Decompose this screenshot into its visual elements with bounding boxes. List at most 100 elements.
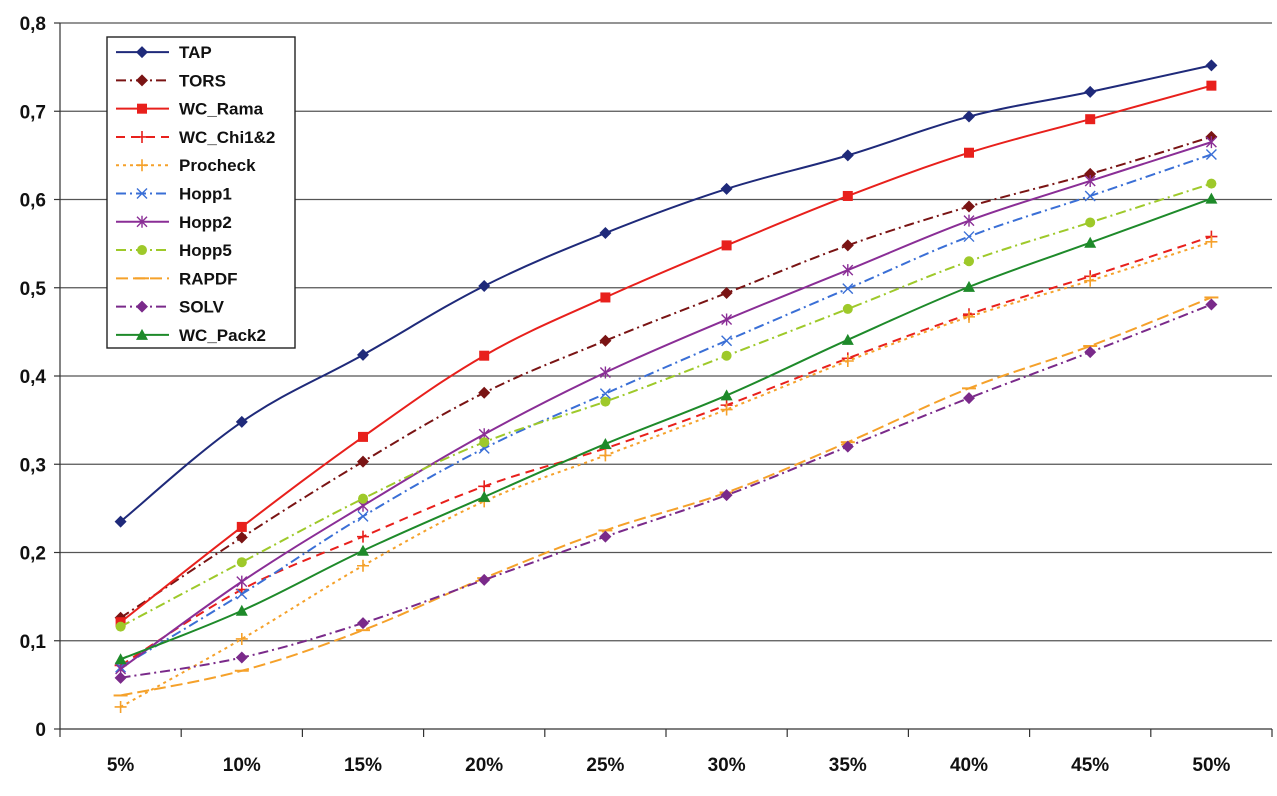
data-point-marker [720, 489, 733, 502]
data-point-marker [599, 449, 612, 462]
y-tick-label: 0,5 [20, 279, 47, 300]
data-point-marker [600, 292, 611, 303]
legend-item: RAPDF [116, 269, 238, 288]
data-point-marker [963, 110, 975, 123]
data-point-marker [479, 437, 490, 448]
data-point-marker [1084, 85, 1097, 98]
series-hopp2 [115, 136, 1217, 675]
legend-item: WC_Pack2 [116, 326, 266, 345]
data-point-marker [963, 310, 975, 323]
legend-item: SOLV [116, 298, 225, 317]
legend-label: Hopp5 [179, 241, 232, 260]
data-point-marker [1084, 167, 1097, 180]
data-point-marker [478, 279, 491, 292]
data-point-marker [963, 214, 975, 227]
series-line [120, 141, 1212, 670]
data-point-marker [236, 521, 247, 532]
series-line [120, 197, 1212, 661]
data-point-marker [1205, 192, 1218, 204]
x-tick-label: 15% [344, 755, 382, 776]
data-point-marker [841, 440, 854, 453]
data-point-marker [357, 510, 369, 522]
data-point-marker [1205, 59, 1218, 72]
data-point-marker [235, 651, 248, 664]
data-point-marker [115, 621, 126, 632]
data-point-marker [358, 431, 368, 442]
legend-label: Procheck [179, 156, 256, 175]
data-point-marker [1205, 235, 1218, 248]
y-tick-label: 0,1 [20, 632, 47, 653]
data-point-marker [720, 287, 733, 300]
data-point-marker [720, 182, 733, 195]
data-point-marker [599, 388, 611, 400]
legend-item: WC_Rama [116, 100, 264, 119]
series-line [120, 296, 1212, 697]
data-point-marker [235, 604, 248, 616]
x-tick-label: 50% [1192, 755, 1230, 776]
legend-label: TORS [179, 71, 226, 90]
legend-label: WC_Chi1&2 [179, 128, 275, 147]
y-axis-ticks: 0 0,1 0,2 0,3 0,4 0,5 0,6 0,7 0,8 [20, 14, 47, 741]
series-procheck [114, 235, 1218, 713]
data-point-marker [137, 103, 147, 114]
data-point-marker [236, 575, 248, 588]
data-point-marker [721, 313, 733, 326]
series-solv [114, 298, 1218, 684]
y-tick-label: 0,8 [20, 14, 46, 35]
data-point-marker [235, 632, 248, 645]
data-point-marker [1084, 174, 1096, 187]
data-point-marker [599, 530, 612, 543]
legend-label: Hopp1 [179, 185, 232, 204]
x-tick-label: 30% [708, 755, 746, 776]
data-point-marker [720, 389, 733, 401]
legend-item: Hopp5 [116, 241, 232, 260]
legend-label: WC_Pack2 [179, 326, 266, 345]
data-point-marker [1084, 346, 1097, 359]
data-point-marker [841, 333, 854, 345]
series-lines [113, 59, 1219, 713]
series-line [119, 64, 1212, 523]
data-point-marker [842, 283, 854, 295]
legend-label: SOLV [179, 298, 225, 317]
legend: TAP TORS WC_Rama WC_Chi1&2 Procheck Hopp1 Hopp… [106, 36, 296, 349]
data-point-marker [357, 559, 369, 572]
data-point-marker [1084, 190, 1096, 202]
legend-item: TAP [116, 43, 212, 62]
series-line [119, 84, 1212, 624]
x-tick-label: 45% [1071, 755, 1109, 776]
data-point-marker [1205, 148, 1217, 160]
data-point-marker [478, 573, 491, 586]
legend-label: WC_Rama [179, 100, 264, 119]
legend-label: TAP [179, 43, 212, 62]
data-point-marker [235, 531, 248, 544]
x-tick-label: 40% [950, 755, 988, 776]
data-point-marker [721, 240, 732, 251]
data-point-marker [479, 350, 490, 361]
data-point-marker [842, 190, 853, 201]
data-point-marker [721, 335, 733, 347]
data-point-marker [136, 300, 148, 313]
series-tap [114, 59, 1218, 528]
x-tick-label: 35% [829, 755, 867, 776]
data-point-marker [136, 159, 148, 172]
y-tick-label: 0,4 [20, 367, 47, 388]
data-point-marker [236, 557, 247, 568]
series-line [120, 303, 1212, 679]
data-point-marker [964, 256, 974, 267]
x-tick-label: 10% [223, 755, 261, 776]
data-point-marker [963, 231, 975, 243]
legend-item: Hopp1 [116, 185, 232, 204]
y-tick-label: 0,2 [20, 544, 46, 565]
data-point-marker [1205, 136, 1217, 149]
data-point-marker [136, 74, 148, 87]
data-point-marker [964, 147, 974, 158]
data-point-marker [721, 350, 732, 361]
data-point-marker [1084, 274, 1097, 287]
series-wc-pack2 [114, 192, 1218, 665]
data-point-marker [963, 200, 975, 213]
y-tick-label: 0,6 [20, 191, 46, 212]
x-tick-label: 20% [465, 755, 503, 776]
data-point-marker [357, 544, 369, 556]
data-point-marker [599, 334, 612, 347]
data-point-marker [720, 403, 733, 416]
